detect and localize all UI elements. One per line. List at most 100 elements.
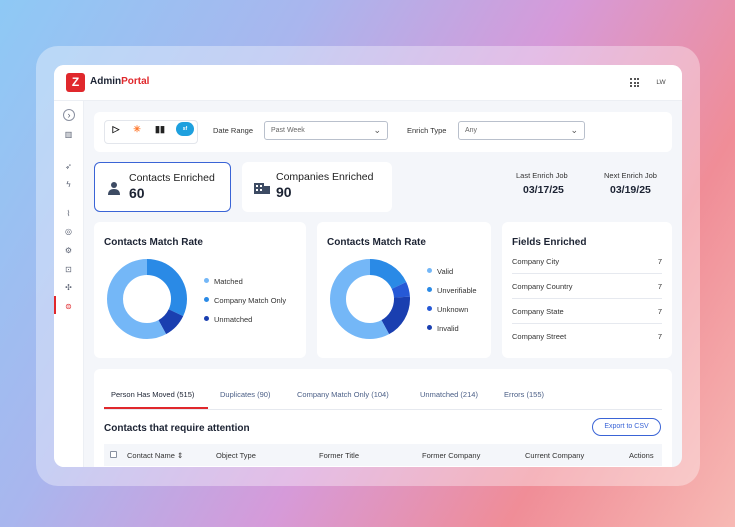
legend-unknown: Unknown (427, 305, 468, 314)
donut-segment (330, 259, 410, 339)
gear-icon[interactable]: ⚙ (64, 246, 73, 255)
column-header-contact-name[interactable]: Contact Name ⇕ (127, 451, 183, 460)
filter-bar: ▷ ✳ ▮▮ sf Date Range Past Week ⌄ Enrich T… (94, 112, 672, 152)
tab-person-has-moved[interactable]: Person Has Moved (515) (111, 390, 195, 399)
target-icon[interactable]: ◎ (65, 227, 72, 236)
tab-errors[interactable]: Errors (155) (504, 390, 545, 399)
date-range-select[interactable]: Past Week ⌄ (264, 121, 388, 140)
contacts-enriched-label: Contacts Enriched (129, 172, 215, 184)
legend-valid: Valid (427, 267, 453, 276)
legend-unmatched: Unmatched (204, 315, 252, 324)
legend-dot (427, 268, 432, 273)
expand-sidebar-icon[interactable]: › (63, 109, 75, 121)
last-enrich-job-label: Last Enrich Job (516, 171, 568, 180)
integration-icons (104, 120, 198, 144)
salesforce-icon[interactable]: sf (176, 122, 194, 136)
legend-dot (204, 278, 209, 283)
legend-dot (204, 316, 209, 321)
field-count: 7 (657, 257, 662, 266)
field-label: Company Street (512, 332, 567, 341)
column-header-current-company: Current Company (525, 451, 585, 460)
brand-name: AdminPortal (90, 76, 149, 87)
rocket-icon[interactable]: ➶ (65, 162, 72, 171)
date-range-value: Past Week (271, 127, 305, 134)
field-row: Company State 7 (512, 299, 662, 324)
export-csv-button[interactable]: Export to CSV (592, 418, 661, 436)
tab-divider (104, 409, 662, 410)
field-row: Company City 7 (512, 249, 662, 274)
legend-dot (427, 287, 432, 292)
field-count: 7 (657, 282, 662, 291)
companies-enriched-value: 90 (276, 184, 292, 200)
chart-icon[interactable]: ⌇ (66, 209, 71, 218)
table-header: Contact Name ⇕ Object Type Former Title … (104, 444, 662, 466)
building-icon (254, 180, 270, 197)
field-label: Company State (512, 307, 564, 316)
legend-label: Invalid (437, 324, 459, 333)
lock-icon[interactable]: ⊡ (65, 265, 72, 274)
logo-icon: Z (66, 73, 85, 92)
chevron-down-icon: ⌄ (570, 125, 578, 135)
donut-segment (330, 259, 410, 339)
fields-enriched-panel: Fields Enriched Company City 7 Company Co… (502, 222, 672, 358)
companies-enriched-card[interactable]: Companies Enriched 90 (242, 162, 392, 212)
tab-duplicates[interactable]: Duplicates (90) (220, 390, 271, 399)
donut-chart (107, 259, 187, 339)
legend-matched: Matched (204, 277, 243, 286)
legend-dot (427, 306, 432, 311)
field-label: Company Country (512, 282, 573, 291)
puzzle-icon[interactable]: ✣ (65, 283, 72, 292)
field-row: Company Country 7 (512, 274, 662, 299)
column-header-object-type: Object Type (216, 451, 256, 460)
brand-accent: Portal (121, 76, 150, 87)
apps-grid-icon[interactable] (630, 78, 639, 87)
enrich-type-select[interactable]: Any ⌄ (458, 121, 585, 140)
legend-label: Unverifiable (437, 286, 477, 295)
bolt-icon[interactable]: ϟ (66, 180, 71, 189)
legend-label: Matched (214, 277, 243, 286)
tab-company-match-only[interactable]: Company Match Only (104) (297, 390, 389, 399)
hubspot-icon[interactable]: ✳ (133, 124, 141, 134)
next-enrich-job-value: 03/19/25 (610, 184, 651, 196)
sidebar: › ▥ ➶ ϟ ⌇ ◎ ⚙ ⊡ ✣ ⊜ (54, 101, 84, 467)
tab-unmatched[interactable]: Unmatched (214) (420, 390, 478, 399)
panel-title: Contacts Match Rate (327, 237, 426, 248)
database-icon[interactable]: ⊜ (65, 302, 72, 311)
contacts-validity-panel: Contacts Match Rate Valid Unverifiable U… (317, 222, 491, 358)
active-tab-underline (104, 407, 208, 409)
building-icon[interactable]: ▥ (64, 130, 73, 139)
contacts-enriched-card[interactable]: Contacts Enriched 60 (94, 162, 231, 212)
donut-chart (330, 259, 410, 339)
marketo-icon[interactable]: ▮▮ (155, 124, 165, 134)
column-label: Contact Name (127, 451, 175, 460)
field-count: 7 (657, 307, 662, 316)
column-header-former-company: Former Company (422, 451, 481, 460)
zoominfo-icon[interactable]: ▷ (112, 124, 120, 134)
column-header-actions: Actions (629, 451, 654, 460)
active-indicator (54, 296, 56, 314)
app-window: Z AdminPortal LW › ▥ ➶ ϟ ⌇ ◎ ⚙ ⊡ ✣ ⊜ ▷ ✳… (54, 65, 682, 467)
user-avatar[interactable]: LW (656, 79, 666, 86)
legend-label: Valid (437, 267, 454, 276)
column-header-former-title: Former Title (319, 451, 360, 460)
enrich-type-value: Any (465, 127, 478, 134)
legend-company-match-only: Company Match Only (204, 296, 286, 305)
legend-label: Unmatched (214, 315, 253, 324)
field-label: Company City (512, 257, 560, 266)
last-enrich-job-value: 03/17/25 (523, 184, 564, 196)
attention-table-card: Person Has Moved (515) Duplicates (90) C… (94, 369, 672, 467)
chevron-down-icon: ⌄ (373, 125, 381, 135)
brand-prefix: Admin (90, 76, 122, 87)
contacts-enriched-value: 60 (129, 185, 145, 201)
select-all-checkbox[interactable] (110, 451, 117, 458)
date-range-label: Date Range (213, 126, 254, 135)
sort-icon[interactable]: ⇕ (177, 451, 184, 460)
legend-invalid: Invalid (427, 324, 459, 333)
legend-dot (427, 325, 432, 330)
companies-enriched-label: Companies Enriched (276, 171, 374, 183)
legend-unverifiable: Unverifiable (427, 286, 477, 295)
field-row: Company Street 7 (512, 324, 662, 349)
legend-label: Company Match Only (214, 296, 287, 305)
contacts-match-rate-panel: Contacts Match Rate Matched Company Matc… (94, 222, 306, 358)
person-icon (107, 181, 121, 198)
